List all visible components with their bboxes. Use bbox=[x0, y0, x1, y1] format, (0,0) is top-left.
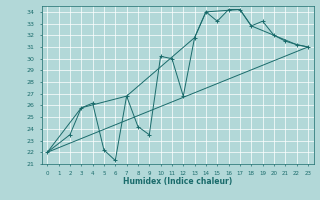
X-axis label: Humidex (Indice chaleur): Humidex (Indice chaleur) bbox=[123, 177, 232, 186]
